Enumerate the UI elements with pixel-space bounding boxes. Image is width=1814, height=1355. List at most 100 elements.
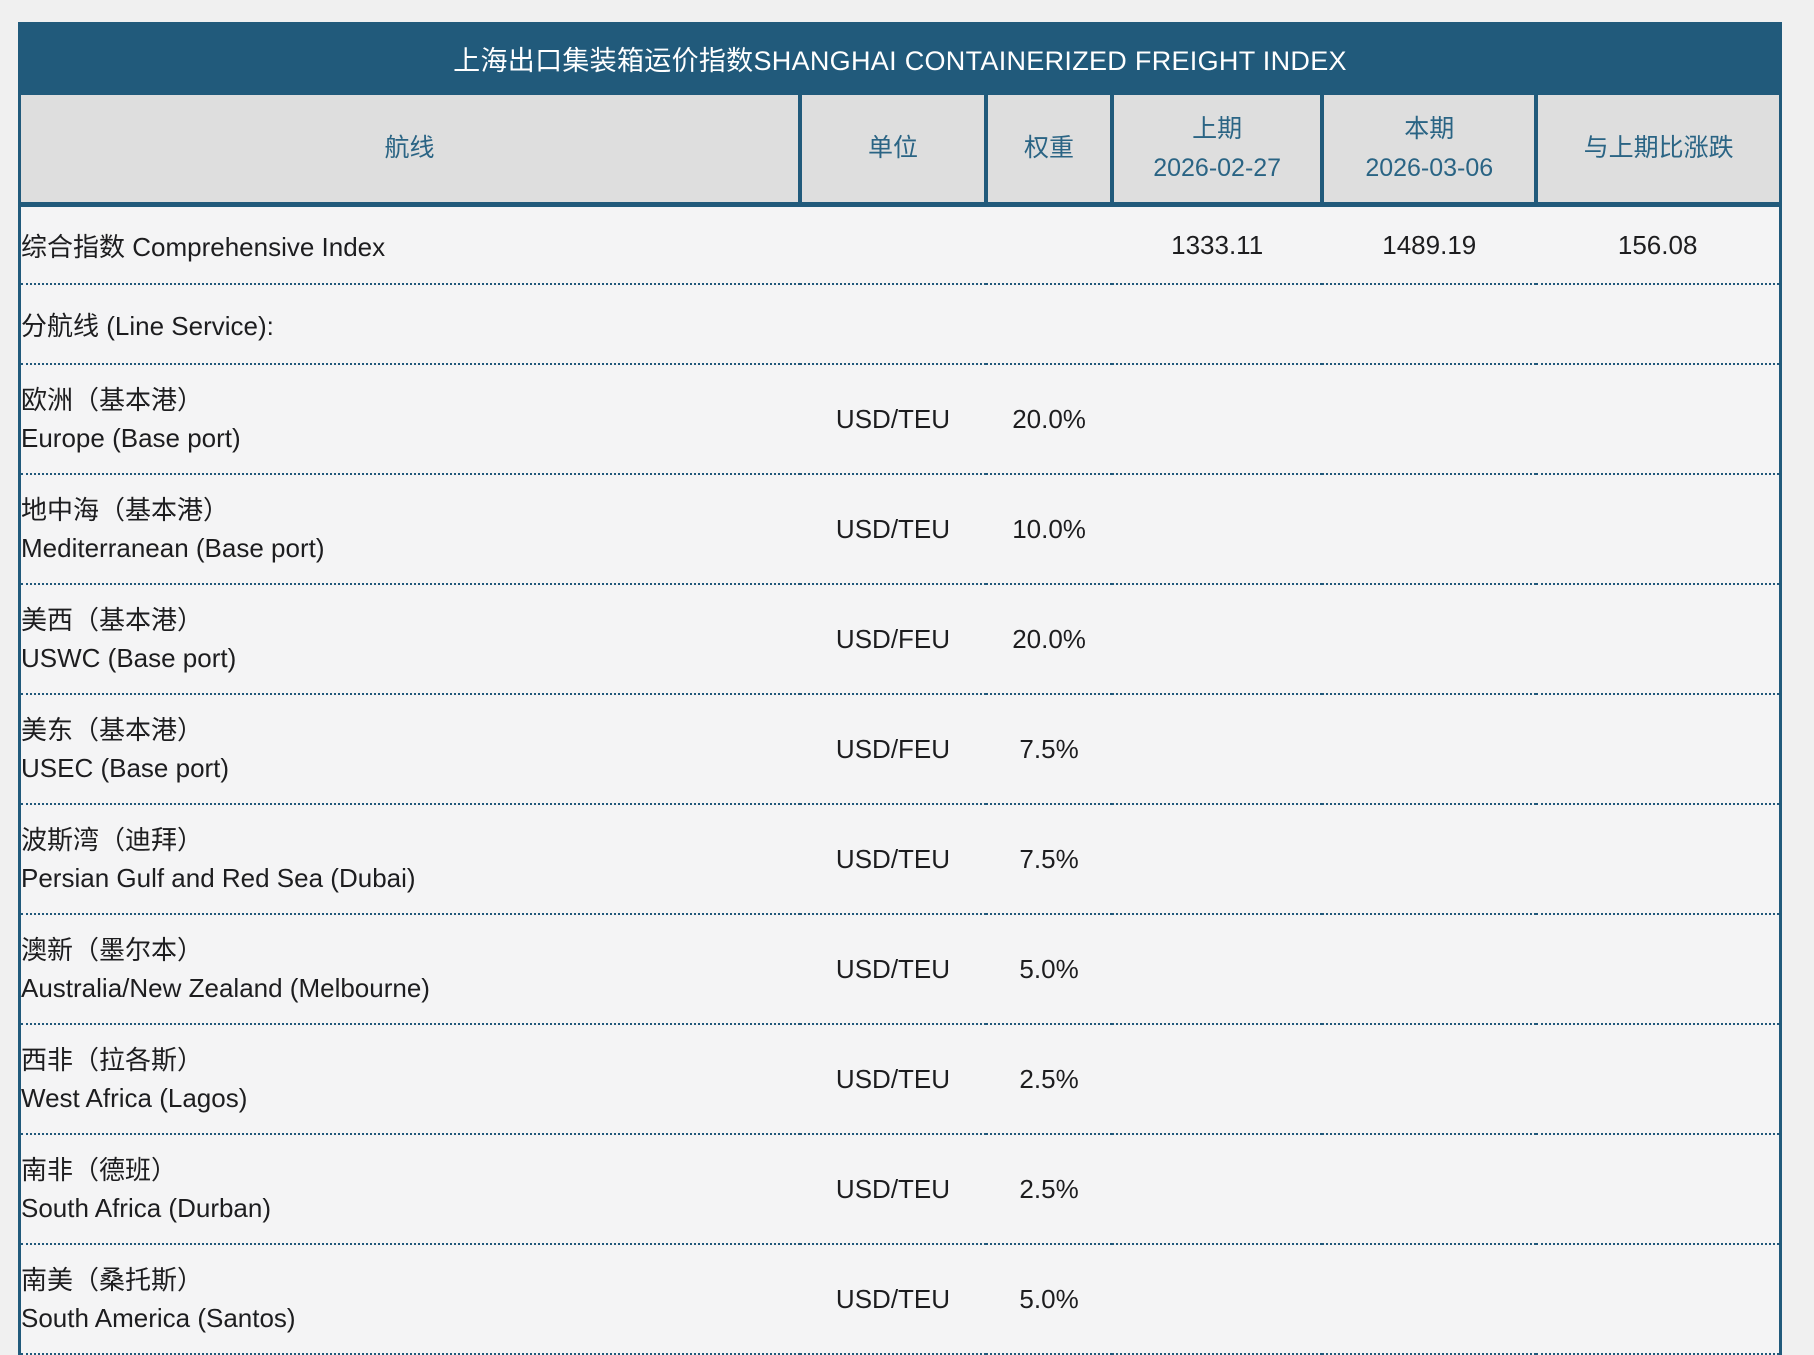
table-title: 上海出口集装箱运价指数SHANGHAI CONTAINERIZED FREIGH… (18, 22, 1782, 95)
col-header-previous: 上期 2026-02-27 (1112, 95, 1325, 207)
table-row-south-america: 南美（桑托斯） South America (Santos) USD/TEU 5… (19, 1244, 1781, 1355)
route-change (1536, 804, 1781, 915)
comprehensive-index-current: 1489.19 (1322, 204, 1537, 285)
route-weight: 10.0% (986, 474, 1113, 585)
route-previous (1112, 1024, 1323, 1135)
route-previous (1112, 914, 1323, 1025)
route-unit: USD/TEU (799, 1024, 987, 1135)
route-name-en: Australia/New Zealand (Melbourne) (21, 973, 430, 1003)
comprehensive-index-label: 综合指数 Comprehensive Index (19, 204, 800, 285)
route-weight: 5.0% (986, 914, 1113, 1025)
table-row-usec: 美东（基本港） USEC (Base port) USD/FEU 7.5% (19, 694, 1781, 805)
route-name: 欧洲（基本港） Europe (Base port) (19, 364, 800, 475)
route-previous (1112, 1244, 1323, 1355)
route-name-en: USEC (Base port) (21, 753, 230, 783)
route-previous (1112, 584, 1323, 695)
route-name: 南美（桑托斯） South America (Santos) (19, 1244, 800, 1355)
route-name-cn: 美西（基本港） (21, 605, 204, 635)
previous-period-date: 2026-02-27 (1153, 153, 1282, 182)
route-change (1536, 1024, 1781, 1135)
route-weight: 2.5% (986, 1134, 1113, 1245)
route-name-cn: 波斯湾（迪拜） (21, 825, 204, 855)
table-row-persian-gulf: 波斯湾（迪拜） Persian Gulf and Red Sea (Dubai)… (19, 804, 1781, 915)
table-body: 综合指数 Comprehensive Index 1333.11 1489.19… (19, 204, 1781, 1355)
route-unit: USD/TEU (799, 364, 987, 475)
table-row-west-africa: 西非（拉各斯） West Africa (Lagos) USD/TEU 2.5% (19, 1024, 1781, 1135)
comprehensive-index-previous: 1333.11 (1112, 204, 1323, 285)
col-header-unit: 单位 (799, 95, 989, 207)
route-current (1322, 1244, 1537, 1355)
route-name-cn: 南美（桑托斯） (21, 1265, 204, 1295)
route-unit: USD/TEU (799, 474, 987, 585)
route-change (1536, 584, 1781, 695)
route-name-en: West Africa (Lagos) (21, 1083, 248, 1113)
route-name-en: South Africa (Durban) (21, 1193, 272, 1223)
route-weight: 20.0% (986, 584, 1113, 695)
route-current (1322, 474, 1537, 585)
route-unit: USD/TEU (799, 914, 987, 1025)
route-weight: 2.5% (986, 1024, 1113, 1135)
route-change (1536, 1134, 1781, 1245)
route-name: 西非（拉各斯） West Africa (Lagos) (19, 1024, 800, 1135)
line-service-section-row: 分航线 (Line Service): (19, 284, 1781, 365)
route-change (1536, 474, 1781, 585)
route-change (1536, 914, 1781, 1025)
route-name-en: South America (Santos) (21, 1303, 296, 1333)
route-previous (1112, 694, 1323, 805)
route-name-cn: 澳新（墨尔本） (21, 935, 204, 965)
route-name-cn: 西非（拉各斯） (21, 1045, 204, 1075)
route-name: 地中海（基本港） Mediterranean (Base port) (19, 474, 800, 585)
route-unit: USD/TEU (799, 1244, 987, 1355)
route-previous (1112, 474, 1323, 585)
route-current (1322, 1024, 1537, 1135)
col-header-weight: 权重 (986, 95, 1115, 207)
route-name-en: Mediterranean (Base port) (21, 533, 325, 563)
route-previous (1112, 804, 1323, 915)
route-name: 波斯湾（迪拜） Persian Gulf and Red Sea (Dubai) (19, 804, 800, 915)
route-current (1322, 1134, 1537, 1245)
line-service-section-label: 分航线 (Line Service): (19, 284, 1781, 365)
table-row-south-africa: 南非（德班） South Africa (Durban) USD/TEU 2.5… (19, 1134, 1781, 1245)
header-row: 航线 单位 权重 上期 2026-02-27 本期 2026-03-06 与上期… (19, 95, 1781, 207)
scfi-data-table: 航线 单位 权重 上期 2026-02-27 本期 2026-03-06 与上期… (18, 95, 1782, 1355)
table-header: 航线 单位 权重 上期 2026-02-27 本期 2026-03-06 与上期… (19, 95, 1781, 207)
route-weight: 7.5% (986, 804, 1113, 915)
comprehensive-index-weight (986, 204, 1113, 285)
table-row-europe: 欧洲（基本港） Europe (Base port) USD/TEU 20.0% (19, 364, 1781, 475)
current-period-date: 2026-03-06 (1365, 153, 1494, 182)
route-unit: USD/FEU (799, 694, 987, 805)
route-unit: USD/TEU (799, 1134, 987, 1245)
comprehensive-index-unit (799, 204, 987, 285)
comprehensive-index-row: 综合指数 Comprehensive Index 1333.11 1489.19… (19, 204, 1781, 285)
route-name-cn: 地中海（基本港） (21, 495, 230, 525)
route-unit: USD/TEU (799, 804, 987, 915)
route-name: 澳新（墨尔本） Australia/New Zealand (Melbourne… (19, 914, 800, 1025)
route-name-cn: 南非（德班） (21, 1155, 178, 1185)
previous-period-label: 上期 (1192, 114, 1243, 143)
route-unit: USD/FEU (799, 584, 987, 695)
col-header-route: 航线 (19, 95, 802, 207)
route-current (1322, 364, 1537, 475)
scfi-table: 上海出口集装箱运价指数SHANGHAI CONTAINERIZED FREIGH… (18, 22, 1782, 1355)
route-name: 美西（基本港） USWC (Base port) (19, 584, 800, 695)
route-previous (1112, 364, 1323, 475)
col-header-current: 本期 2026-03-06 (1322, 95, 1539, 207)
route-current (1322, 804, 1537, 915)
route-current (1322, 694, 1537, 805)
route-weight: 20.0% (986, 364, 1113, 475)
route-name-en: Persian Gulf and Red Sea (Dubai) (21, 863, 416, 893)
table-row-mediterranean: 地中海（基本港） Mediterranean (Base port) USD/T… (19, 474, 1781, 585)
route-name-en: USWC (Base port) (21, 643, 237, 673)
route-weight: 5.0% (986, 1244, 1113, 1355)
col-header-change: 与上期比涨跌 (1536, 95, 1781, 207)
route-current (1322, 914, 1537, 1025)
route-name: 美东（基本港） USEC (Base port) (19, 694, 800, 805)
route-change (1536, 364, 1781, 475)
route-weight: 7.5% (986, 694, 1113, 805)
current-period-label: 本期 (1404, 114, 1455, 143)
table-row-australia-nz: 澳新（墨尔本） Australia/New Zealand (Melbourne… (19, 914, 1781, 1025)
route-name: 南非（德班） South Africa (Durban) (19, 1134, 800, 1245)
comprehensive-index-change: 156.08 (1536, 204, 1781, 285)
route-name-cn: 欧洲（基本港） (21, 385, 204, 415)
route-change (1536, 694, 1781, 805)
